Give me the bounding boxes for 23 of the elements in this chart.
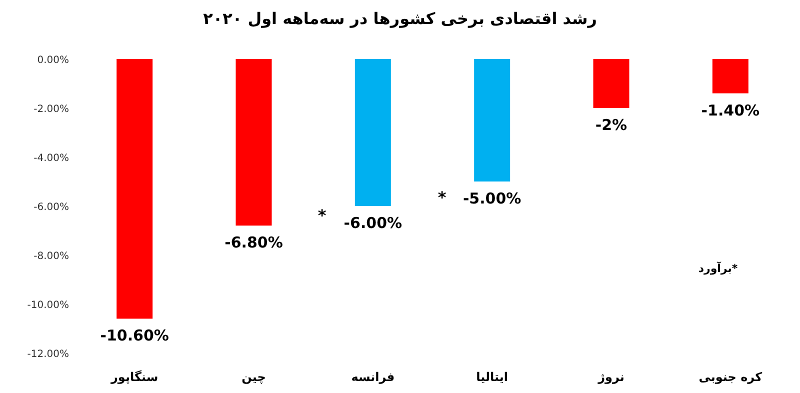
x-tick-label: کره جنوبی: [698, 370, 762, 384]
y-tick-label: -4.00%: [34, 153, 69, 164]
data-label: -10.60%: [100, 326, 169, 345]
x-tick-label: سنگاپور: [110, 370, 158, 384]
y-tick-label: -2.00%: [34, 104, 69, 115]
data-label: -1.40%: [701, 101, 760, 120]
chart-title: رشد اقتصادی برخی کشورها در سه‌ماهه اول ۲۰۲۰: [203, 9, 597, 28]
x-tick-label: نروژ: [597, 370, 624, 384]
annotation: *برآورد: [698, 261, 738, 275]
x-tick-label: چین: [242, 370, 266, 384]
data-label: -6.80%: [224, 234, 283, 252]
data-label: -6.00%: [344, 214, 402, 232]
y-tick-label: 0.00%: [37, 55, 69, 66]
y-tick-label: -6.00%: [34, 202, 69, 213]
y-tick-label: -12.00%: [27, 349, 69, 360]
x-tick-label: فرانسه: [351, 370, 395, 384]
annotation: *: [318, 206, 327, 225]
data-label: -2%: [595, 116, 628, 134]
y-tick-label: -10.00%: [27, 300, 69, 311]
data-label: -5.00%: [462, 190, 522, 208]
y-tick-label: -8.00%: [34, 251, 69, 262]
annotation: *: [438, 188, 447, 207]
x-tick-label: ایتالیا: [476, 370, 508, 384]
